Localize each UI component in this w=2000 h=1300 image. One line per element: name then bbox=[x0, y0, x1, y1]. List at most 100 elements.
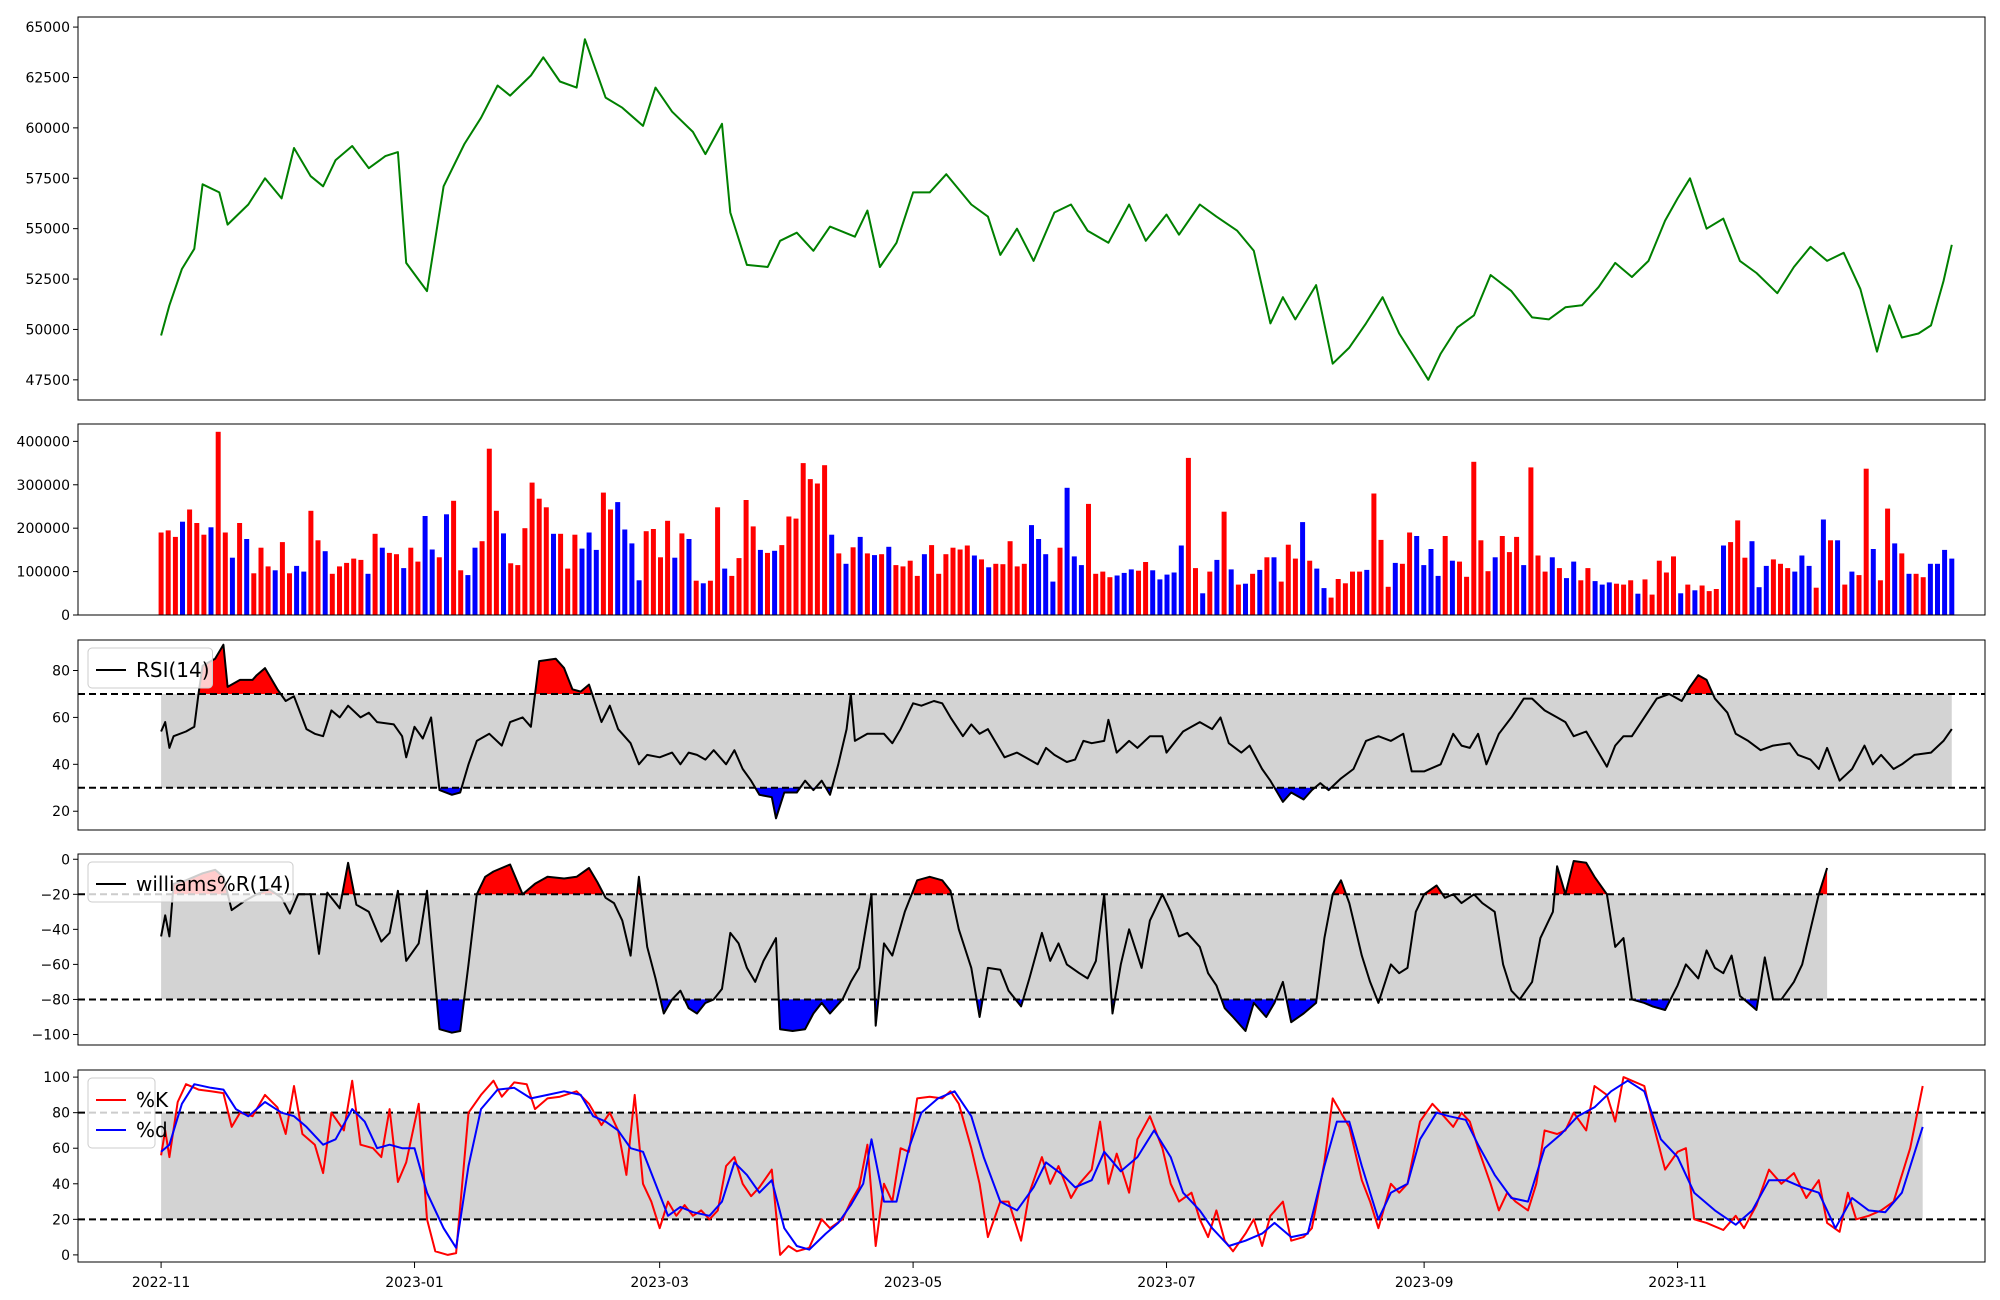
volume-bar bbox=[1178, 545, 1184, 615]
volume-bar bbox=[1663, 572, 1669, 615]
volume-bar bbox=[1314, 568, 1320, 615]
volume-bar bbox=[1770, 559, 1776, 615]
volume-bar bbox=[757, 549, 763, 615]
volume-bar bbox=[1449, 560, 1455, 615]
volume-bar bbox=[1735, 520, 1741, 615]
volume-bar bbox=[572, 534, 578, 615]
volume-bar bbox=[615, 502, 621, 615]
y-tick-label: 60 bbox=[52, 1141, 70, 1157]
volume-bar bbox=[986, 567, 992, 616]
volume-bar bbox=[501, 533, 506, 615]
y-tick-label: 400000 bbox=[17, 434, 70, 450]
volume-bar bbox=[1642, 579, 1648, 615]
volume-bar bbox=[1235, 584, 1241, 615]
volume-bar bbox=[843, 563, 849, 615]
overbought-fill bbox=[911, 876, 952, 895]
volume-bar bbox=[1542, 571, 1548, 615]
volume-bar bbox=[201, 534, 207, 615]
volume-bar bbox=[401, 568, 407, 615]
volume-bar bbox=[472, 547, 478, 615]
oversold-fill bbox=[1286, 999, 1317, 1023]
volume-bar bbox=[907, 560, 913, 615]
volume-bar bbox=[444, 514, 449, 615]
volume-bar bbox=[1870, 549, 1876, 615]
y-tick-label: 0 bbox=[61, 852, 70, 868]
volume-bar bbox=[1935, 563, 1940, 615]
volume-bar bbox=[1649, 594, 1655, 615]
volume-bar bbox=[1121, 572, 1127, 615]
volume-bar bbox=[244, 539, 250, 615]
volume-bar bbox=[736, 558, 742, 615]
volume-bar bbox=[1371, 493, 1377, 615]
volume-bar bbox=[1021, 563, 1027, 615]
volume-bar bbox=[600, 492, 606, 615]
overbought-fill bbox=[1332, 880, 1347, 895]
y-tick-label: 40 bbox=[52, 757, 70, 773]
x-tick-label: 2023-11 bbox=[1648, 1275, 1707, 1291]
volume-bar bbox=[251, 573, 257, 615]
volume-bar bbox=[379, 547, 385, 615]
volume-bar bbox=[265, 566, 271, 615]
volume-bar bbox=[1892, 543, 1898, 615]
volume-bar bbox=[1863, 468, 1869, 615]
volume-bar bbox=[929, 545, 935, 615]
volume-bar bbox=[1671, 556, 1676, 615]
volume-bar bbox=[658, 557, 663, 615]
volume-bar bbox=[1243, 583, 1248, 615]
volume-bar bbox=[879, 554, 885, 615]
volume-bar bbox=[1007, 541, 1013, 615]
volume-bar bbox=[772, 550, 778, 615]
volume-bar bbox=[1200, 593, 1206, 615]
volume-bar bbox=[1292, 558, 1298, 615]
overbought-fill bbox=[535, 658, 593, 694]
volume-bar bbox=[1136, 570, 1141, 615]
legend-label: RSI(14) bbox=[136, 658, 210, 682]
volume-bar bbox=[415, 561, 421, 615]
volume-bar bbox=[1014, 566, 1020, 615]
volume-bar bbox=[1457, 561, 1462, 615]
volume-bar bbox=[829, 534, 835, 615]
x-tick-label: 2023-09 bbox=[1395, 1275, 1454, 1291]
volume-bar bbox=[971, 555, 977, 615]
y-tick-label: 300000 bbox=[17, 478, 70, 494]
volume-bar bbox=[1157, 579, 1163, 615]
volume-bar bbox=[586, 532, 592, 615]
volume-bar bbox=[1485, 571, 1491, 615]
volume-bar bbox=[765, 552, 770, 615]
volume-bar bbox=[536, 498, 542, 615]
y-tick-label: 200000 bbox=[17, 521, 70, 537]
legend-label: williams%R(14) bbox=[136, 872, 291, 896]
volume-bar bbox=[1713, 589, 1719, 615]
volume-bar bbox=[857, 536, 863, 615]
x-tick-label: 2023-07 bbox=[1137, 1275, 1196, 1291]
y-tick-label: 20 bbox=[52, 1212, 70, 1228]
volume-bar bbox=[208, 527, 214, 615]
volume-bar bbox=[529, 482, 535, 615]
volume-bar bbox=[1856, 575, 1862, 615]
volume-bar bbox=[921, 554, 927, 615]
volume-bar bbox=[779, 545, 785, 615]
volume-bar bbox=[1514, 536, 1520, 615]
volume-bar bbox=[1257, 569, 1263, 615]
volume-bar bbox=[237, 523, 243, 615]
volume-bar bbox=[408, 547, 414, 615]
volume-bar bbox=[1057, 547, 1063, 615]
volume-bar bbox=[1036, 539, 1042, 615]
volume-bar bbox=[900, 566, 906, 615]
volume-bar bbox=[522, 528, 528, 615]
volume-bar bbox=[993, 563, 999, 615]
y-tick-label: 50000 bbox=[25, 322, 70, 338]
volume-bar bbox=[1228, 569, 1234, 615]
volume-bar bbox=[329, 573, 335, 615]
volume-bar bbox=[372, 533, 378, 615]
volume-bar bbox=[1877, 580, 1883, 615]
volume-bar bbox=[1756, 587, 1762, 615]
overbought-fill bbox=[522, 868, 604, 895]
volume-bar bbox=[1828, 540, 1833, 615]
stochastic-panel: 0 20 40 60 80 100 %K %d 2022-11 2023-01 2023-03 202… bbox=[43, 1069, 1986, 1291]
volume-bar bbox=[1942, 549, 1948, 615]
volume-bar bbox=[729, 575, 735, 615]
volume-bar bbox=[579, 548, 585, 615]
overbought-fill bbox=[198, 644, 281, 694]
volume-bar bbox=[229, 557, 235, 615]
